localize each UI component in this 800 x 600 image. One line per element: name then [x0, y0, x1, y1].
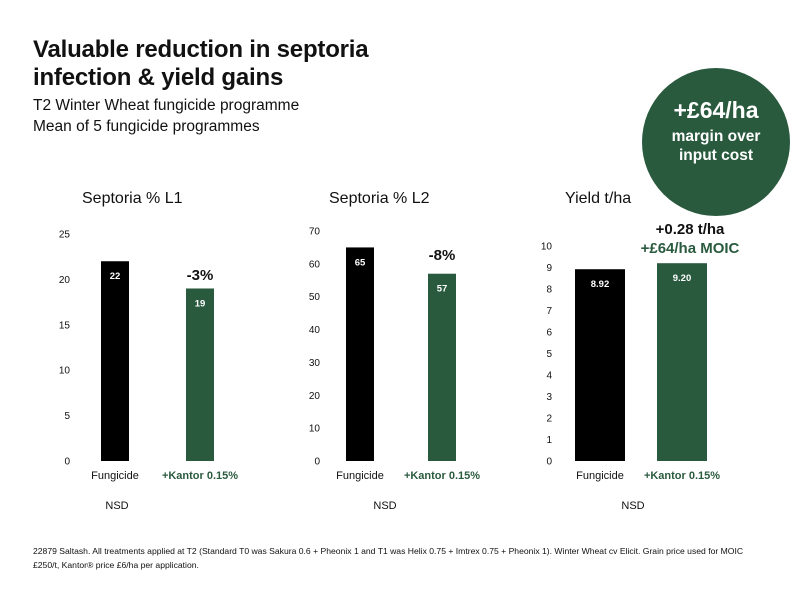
badge-value: +£64/ha	[673, 97, 759, 123]
y-tick-label: 60	[309, 259, 321, 270]
bar-fungicide	[346, 247, 374, 461]
bar-kantor	[186, 288, 214, 461]
y-tick-label: 0	[546, 457, 552, 468]
significance-label: NSD	[373, 500, 396, 512]
y-tick-label: 25	[59, 230, 71, 241]
y-tick-label: 10	[59, 366, 71, 377]
y-tick-label: 3	[546, 392, 552, 403]
chart-3-title: Yield t/ha	[565, 190, 632, 207]
category-label-fungicide: Fungicide	[576, 470, 624, 482]
subtitle-line-1: T2 Winter Wheat fungicide programme	[33, 97, 300, 114]
bar-value-label: 19	[195, 298, 206, 309]
y-tick-label: 10	[309, 424, 321, 435]
bar-value-label: 22	[110, 271, 121, 282]
category-label-kantor: +Kantor 0.15%	[162, 470, 238, 482]
y-tick-label: 30	[309, 358, 321, 369]
bar-kantor	[657, 263, 707, 461]
y-tick-label: 20	[309, 391, 321, 402]
y-tick-label: 1	[546, 435, 552, 446]
bar-value-label: 65	[355, 257, 366, 268]
change-annotation: -8%	[429, 247, 456, 264]
title-line-2: infection & yield gains	[33, 64, 284, 91]
bar-value-label: 9.20	[673, 273, 692, 284]
y-tick-label: 5	[64, 411, 70, 422]
margin-badge: +£64/ha margin over input cost	[642, 68, 790, 216]
y-tick-label: 2	[546, 414, 552, 425]
subtitle-line-2: Mean of 5 fungicide programmes	[33, 118, 260, 135]
title-line-1: Valuable reduction in septoria	[33, 36, 369, 63]
y-tick-label: 7	[546, 306, 552, 317]
y-tick-label: 5	[546, 349, 552, 360]
category-label-kantor: +Kantor 0.15%	[644, 470, 720, 482]
bar-fungicide	[101, 261, 129, 461]
category-label-fungicide: Fungicide	[91, 470, 139, 482]
bar-fungicide	[575, 269, 625, 461]
y-tick-label: 70	[309, 227, 321, 238]
bar-value-label: 8.92	[591, 279, 610, 290]
badge-line-1: margin over	[671, 128, 761, 145]
chart-1-title: Septoria % L1	[82, 190, 183, 207]
y-tick-label: 0	[314, 457, 320, 468]
y-tick-label: 20	[59, 275, 71, 286]
change-annotation: +0.28 t/ha	[656, 221, 725, 238]
y-tick-label: 4	[546, 371, 552, 382]
y-tick-label: 50	[309, 292, 321, 303]
page-title: Valuable reduction in septoria infection…	[33, 36, 369, 92]
significance-label: NSD	[621, 500, 644, 512]
y-tick-label: 8	[546, 285, 552, 296]
significance-label: NSD	[105, 500, 128, 512]
chart-2-title: Septoria % L2	[329, 190, 430, 207]
y-tick-label: 6	[546, 328, 552, 339]
category-label-fungicide: Fungicide	[336, 470, 384, 482]
y-tick-label: 9	[546, 263, 552, 274]
bar-kantor	[428, 273, 456, 461]
badge-line-2: input cost	[678, 147, 754, 164]
footnote: 22879 Saltash. All treatments applied at…	[33, 546, 744, 570]
category-label-kantor: +Kantor 0.15%	[404, 470, 480, 482]
change-annotation: -3%	[187, 267, 214, 284]
change-annotation: +£64/ha MOIC	[641, 240, 740, 257]
bar-value-label: 57	[437, 284, 448, 295]
y-tick-label: 40	[309, 325, 321, 336]
y-tick-label: 15	[59, 320, 71, 331]
y-tick-label: 10	[541, 242, 553, 253]
y-tick-label: 0	[64, 457, 70, 468]
